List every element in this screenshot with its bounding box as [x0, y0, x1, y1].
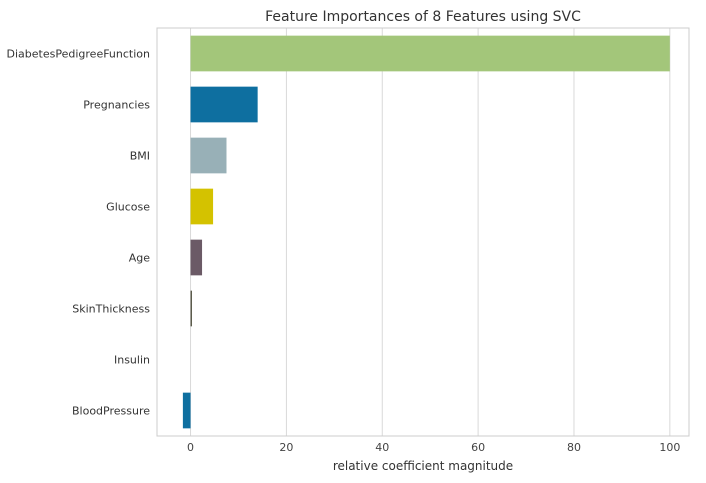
bar-pregnancies	[190, 86, 258, 123]
bar-age	[190, 239, 203, 276]
bar-bmi	[190, 137, 227, 174]
category-label-pregnancies: Pregnancies	[83, 99, 150, 112]
category-label-bloodpressure: BloodPressure	[72, 405, 150, 418]
bar-diabetespedigreefunction	[190, 35, 670, 72]
category-label-age: Age	[129, 252, 151, 265]
category-label-insulin: Insulin	[114, 354, 150, 367]
category-label-bmi: BMI	[130, 150, 150, 163]
chart-title: Feature Importances of 8 Features using …	[265, 9, 581, 25]
x-tick-label: 60	[471, 441, 485, 454]
x-tick-label: 0	[187, 441, 194, 454]
x-tick-label: 80	[567, 441, 581, 454]
bar-skinthickness	[190, 290, 192, 327]
category-label-skinthickness: SkinThickness	[72, 303, 150, 316]
bar-layer	[182, 35, 670, 429]
x-tick-label: 40	[375, 441, 389, 454]
bar-bloodpressure	[182, 392, 191, 429]
category-label-diabetespedigreefunction: DiabetesPedigreeFunction	[7, 48, 150, 61]
x-tick-labels: 0 20 40 60 80 100	[187, 441, 680, 454]
x-tick-label: 100	[659, 441, 680, 454]
plot-frame	[156, 27, 690, 437]
bar-glucose	[190, 188, 214, 225]
category-labels: DiabetesPedigreeFunction Pregnancies BMI Gl…	[7, 48, 151, 418]
x-tick-label: 20	[279, 441, 293, 454]
x-axis-label: relative coefficient magnitude	[333, 459, 513, 473]
category-label-glucose: Glucose	[106, 201, 150, 214]
